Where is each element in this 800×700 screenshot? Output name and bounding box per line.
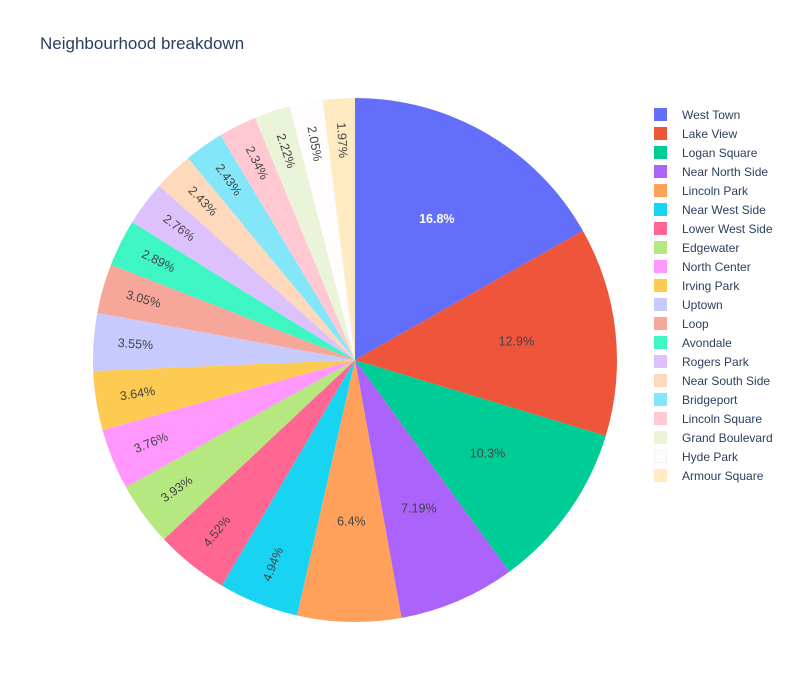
legend-label: Near North Side — [682, 164, 769, 179]
legend-item-west-town[interactable]: West Town — [654, 105, 773, 124]
legend-swatch — [654, 412, 667, 425]
pie-slice-label-lincoln-park: 6.4% — [337, 515, 366, 529]
legend-label: Grand Boulevard — [682, 430, 773, 445]
legend-item-avondale[interactable]: Avondale — [654, 333, 773, 352]
pie-slice-bridgeport[interactable] — [187, 135, 355, 360]
pie-slice-lower-west-side[interactable] — [163, 360, 355, 586]
pie-slice-hyde-park[interactable] — [289, 100, 355, 360]
legend-label: Logan Square — [682, 145, 758, 160]
pie-slice-avondale[interactable] — [110, 222, 355, 360]
legend-item-loop[interactable]: Loop — [654, 314, 773, 333]
pie-slice-lincoln-square[interactable] — [220, 117, 355, 360]
pie-slice-label-hyde-park: 2.05% — [304, 125, 324, 162]
legend-swatch — [654, 241, 667, 254]
legend-swatch — [654, 355, 667, 368]
pie-slice-logan-square[interactable] — [355, 360, 606, 572]
legend-item-hyde-park[interactable]: Hyde Park — [654, 447, 773, 466]
legend-item-north-center[interactable]: North Center — [654, 257, 773, 276]
legend-item-armour-square[interactable]: Armour Square — [654, 466, 773, 485]
legend-swatch — [654, 260, 667, 273]
pie-slice-loop[interactable] — [97, 264, 355, 360]
pie-slice-rogers-park[interactable] — [132, 185, 355, 360]
legend-label: Near South Side — [682, 373, 771, 388]
pie-slice-near-south-side[interactable] — [159, 158, 355, 360]
legend-label: Edgewater — [682, 240, 740, 255]
legend-swatch — [654, 127, 667, 140]
legend: West Town Lake View Logan Square Near North… — [654, 105, 773, 485]
legend-swatch — [654, 298, 667, 311]
legend-label: Hyde Park — [682, 449, 739, 464]
pie-slice-near-north-side[interactable] — [355, 360, 510, 618]
legend-label: Lower West Side — [682, 221, 773, 236]
legend-item-logan-square[interactable]: Logan Square — [654, 143, 773, 162]
legend-swatch — [654, 108, 667, 121]
legend-swatch — [654, 374, 667, 387]
legend-label: Armour Square — [682, 468, 764, 483]
pie-slice-north-center[interactable] — [102, 360, 355, 488]
pie-slice-label-west-town: 16.8% — [419, 212, 454, 226]
legend-label: Irving Park — [682, 278, 740, 293]
legend-label: Bridgeport — [682, 392, 738, 407]
legend-swatch — [654, 469, 667, 482]
legend-label: Uptown — [682, 297, 723, 312]
legend-swatch — [654, 222, 667, 235]
legend-swatch — [654, 279, 667, 292]
legend-swatch — [654, 393, 667, 406]
pie-slice-lake-view[interactable] — [355, 230, 617, 436]
legend-label: Near West Side — [682, 202, 766, 217]
legend-label: Loop — [682, 316, 709, 331]
chart-title: Neighbourhood breakdown — [40, 34, 245, 53]
pie-slice-west-town[interactable] — [355, 98, 583, 360]
legend-swatch — [654, 184, 667, 197]
legend-item-bridgeport[interactable]: Bridgeport — [654, 390, 773, 409]
legend-label: Rogers Park — [682, 354, 749, 369]
pie-slice-label-irving-park: 3.64% — [119, 384, 156, 403]
pie-slice-edgewater[interactable] — [125, 360, 355, 540]
legend-item-irving-park[interactable]: Irving Park — [654, 276, 773, 295]
legend-item-uptown[interactable]: Uptown — [654, 295, 773, 314]
pie-slice-label-near-north-side: 7.19% — [401, 502, 436, 516]
legend-swatch — [654, 203, 667, 216]
legend-swatch — [654, 146, 667, 159]
legend-swatch — [654, 431, 667, 444]
legend-item-lincoln-park[interactable]: Lincoln Park — [654, 181, 773, 200]
pie-slice-label-lake-view: 12.9% — [499, 334, 534, 348]
legend-item-lincoln-square[interactable]: Lincoln Square — [654, 409, 773, 428]
legend-item-lake-view[interactable]: Lake View — [654, 124, 773, 143]
legend-label: West Town — [682, 107, 741, 122]
legend-label: Lincoln Park — [682, 183, 749, 198]
legend-swatch — [654, 165, 667, 178]
pie-slice-grand-boulevard[interactable] — [254, 106, 355, 360]
legend-item-rogers-park[interactable]: Rogers Park — [654, 352, 773, 371]
pie-slices — [92, 98, 617, 622]
legend-label: Avondale — [682, 335, 732, 350]
legend-item-near-south-side[interactable]: Near South Side — [654, 371, 773, 390]
legend-item-near-north-side[interactable]: Near North Side — [654, 162, 773, 181]
legend-item-near-west-side[interactable]: Near West Side — [654, 200, 773, 219]
legend-item-edgewater[interactable]: Edgewater — [654, 238, 773, 257]
pie-slice-lincoln-park[interactable] — [297, 360, 402, 622]
legend-swatch — [654, 317, 667, 330]
legend-label: Lake View — [682, 126, 738, 141]
legend-label: Lincoln Square — [682, 411, 763, 426]
legend-swatch — [654, 336, 667, 349]
legend-swatch — [654, 450, 667, 463]
pie-slice-uptown[interactable] — [92, 312, 355, 372]
pie-slice-label-armour-square: 1.97% — [334, 122, 350, 158]
pie-slice-label-logan-square: 10.3% — [470, 446, 505, 460]
pie-slice-label-uptown: 3.55% — [117, 336, 153, 352]
legend-item-grand-boulevard[interactable]: Grand Boulevard — [654, 428, 773, 447]
legend-item-lower-west-side[interactable]: Lower West Side — [654, 219, 773, 238]
legend-label: North Center — [682, 259, 751, 274]
pie-slice-armour-square[interactable] — [322, 98, 355, 360]
pie-slice-irving-park[interactable] — [93, 360, 355, 431]
pie-slice-near-west-side[interactable] — [221, 360, 355, 616]
